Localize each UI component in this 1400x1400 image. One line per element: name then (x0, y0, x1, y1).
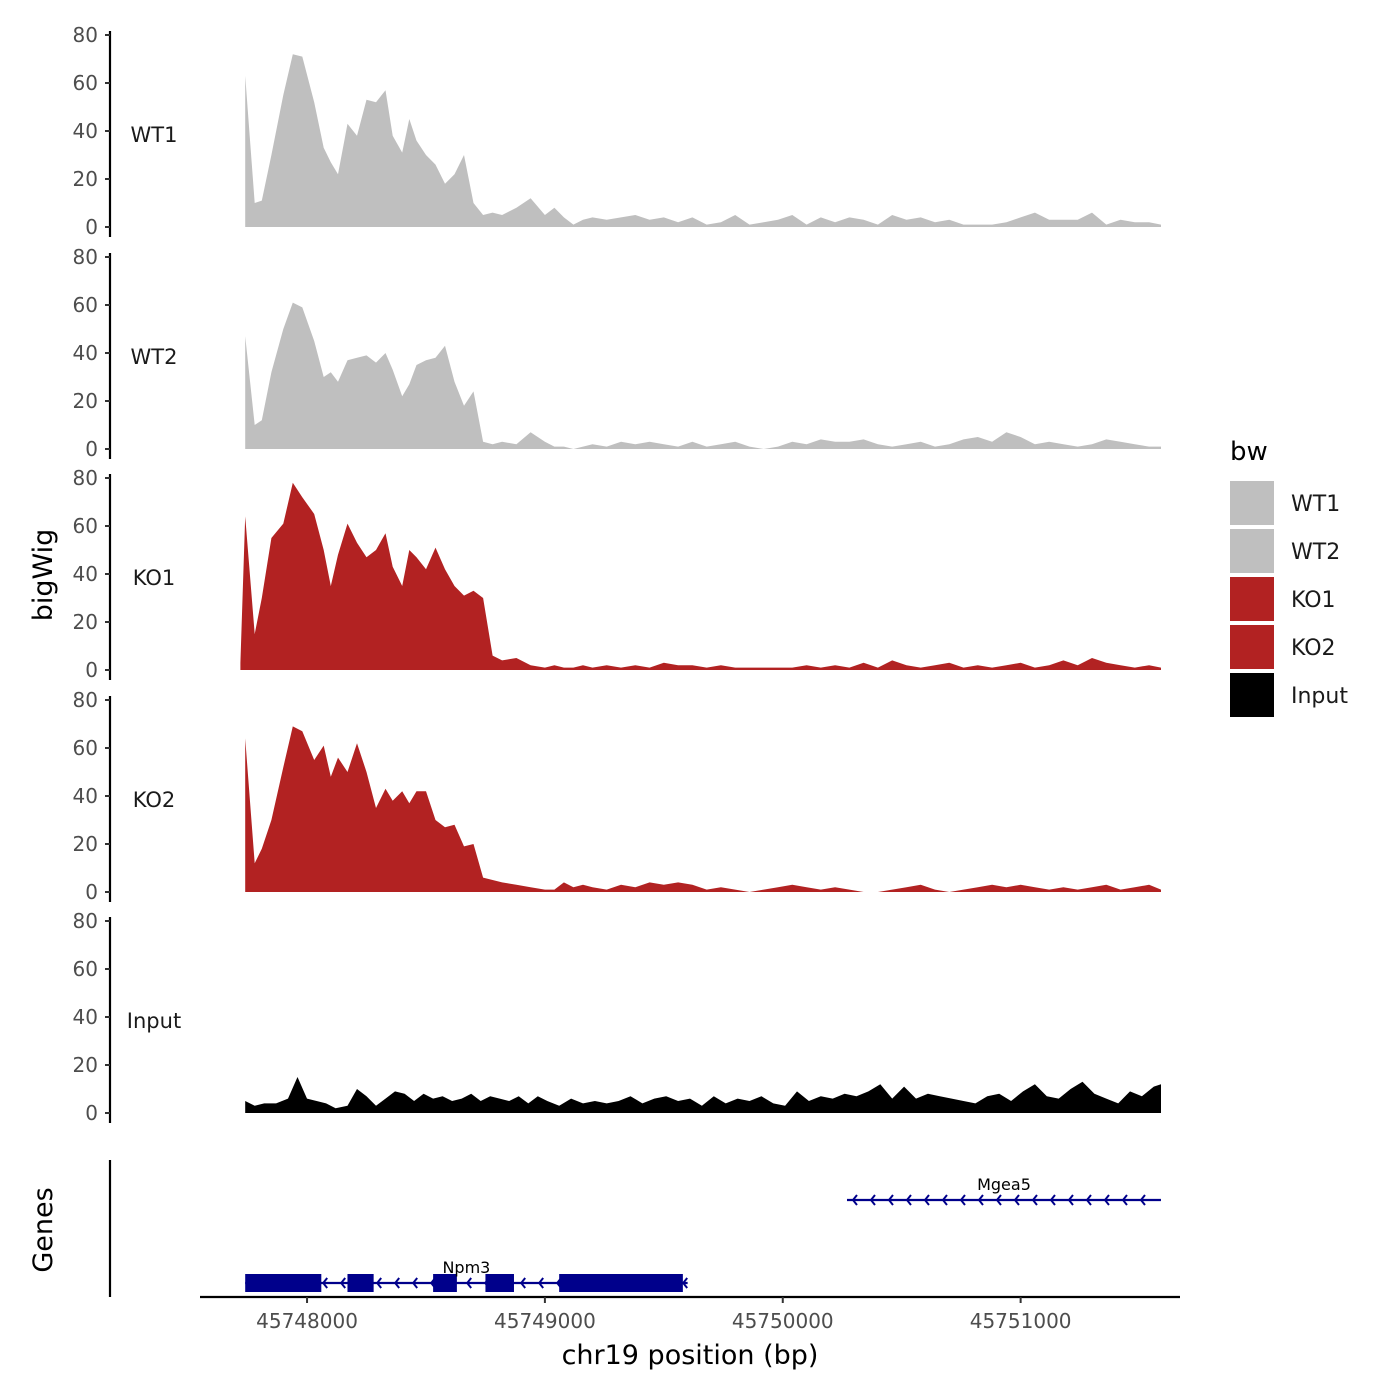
strand-arrow (1031, 1194, 1038, 1206)
legend-key-input (1228, 671, 1276, 719)
exon (485, 1274, 514, 1292)
track-label: KO2 (133, 788, 176, 812)
legend-label: WT1 (1291, 492, 1340, 517)
strand-arrow (519, 1277, 526, 1289)
y-tick-label: 0 (85, 215, 98, 239)
strand-arrow (959, 1194, 966, 1206)
y-tick-label: 0 (85, 880, 98, 904)
strand-arrow (681, 1277, 688, 1289)
y-tick-label: 60 (73, 957, 98, 981)
strand-arrow (977, 1194, 984, 1206)
legend: bw WT1 WT2 KO1 KO2 Input (1228, 437, 1348, 719)
y-tick-label: 0 (85, 1101, 98, 1125)
strand-arrow (393, 1277, 400, 1289)
x-axis-title: chr19 position (bp) (562, 1340, 819, 1371)
x-tick-label: 45748000 (256, 1309, 358, 1333)
legend-label: WT2 (1291, 540, 1340, 565)
x-axis: 45748000 45749000 45750000 45751000 (200, 1295, 1180, 1333)
y-tick-label: 0 (85, 658, 98, 682)
area-wt1 (245, 54, 1161, 228)
y-tick-label: 60 (73, 293, 98, 317)
y-axis-title: bigWig (28, 529, 59, 622)
gene-npm3: Npm3 (245, 1258, 688, 1292)
track-wt2: 0 20 40 60 80 WT2 (73, 245, 1161, 461)
legend-title: bw (1230, 437, 1268, 467)
strand-arrow (941, 1194, 948, 1206)
strand-arrow (905, 1194, 912, 1206)
exon (347, 1274, 374, 1292)
strand-arrow (1013, 1194, 1020, 1206)
strand-arrow (465, 1277, 472, 1289)
strand-arrow (375, 1277, 382, 1289)
legend-label: Input (1291, 684, 1348, 709)
coverage-tracks: 0 20 40 60 80 WT1 0 20 40 60 80 WT2 0 20 40 60 80 KO1 0 20 4… (73, 23, 1161, 1125)
legend-key-ko2 (1228, 623, 1276, 671)
y-tick-label: 40 (73, 119, 98, 143)
gene-label: Mgea5 (977, 1175, 1031, 1194)
legend-label: KO2 (1291, 636, 1336, 661)
y-tick-label: 60 (73, 514, 98, 538)
strand-arrow (995, 1194, 1002, 1206)
legend-label: KO1 (1291, 588, 1336, 613)
strand-arrow (321, 1277, 328, 1289)
area-ko2 (245, 726, 1161, 892)
legend-key-wt2 (1228, 527, 1276, 575)
y-tick-label: 40 (73, 341, 98, 365)
y-tick-label: 80 (73, 909, 98, 933)
track-label: WT1 (131, 123, 178, 147)
strand-arrow (869, 1194, 876, 1206)
legend-key-wt1 (1228, 479, 1276, 527)
area-ko1 (240, 482, 1161, 670)
strand-arrow (1139, 1194, 1146, 1206)
x-tick-label: 45749000 (494, 1309, 596, 1333)
y-tick-label: 80 (73, 23, 98, 47)
strand-arrow (1121, 1194, 1128, 1206)
y-tick-label: 60 (73, 736, 98, 760)
x-tick-label: 45750000 (732, 1309, 834, 1333)
track-label: Input (127, 1009, 181, 1033)
y-tick-label: 20 (73, 167, 98, 191)
strand-arrow (851, 1194, 858, 1206)
strand-arrow (887, 1194, 894, 1206)
strand-arrow (1049, 1194, 1056, 1206)
gene-label: Npm3 (442, 1258, 490, 1277)
gene-track: Mgea5 Npm3 (108, 1160, 1161, 1297)
strand-arrow (1067, 1194, 1074, 1206)
track-ko1: 0 20 40 60 80 KO1 (73, 466, 1161, 682)
y-tick-label: 20 (73, 832, 98, 856)
y-tick-label: 80 (73, 466, 98, 490)
strand-arrow (1085, 1194, 1092, 1206)
strand-arrow (411, 1277, 418, 1289)
genes-axis-title: Genes (28, 1187, 59, 1272)
track-input: 0 20 40 60 80 Input (73, 909, 1161, 1125)
track-wt1: 0 20 40 60 80 WT1 (73, 23, 1161, 239)
area-input (245, 1077, 1161, 1113)
y-tick-label: 40 (73, 1005, 98, 1029)
y-tick-label: 20 (73, 1053, 98, 1077)
y-tick-label: 20 (73, 610, 98, 634)
y-tick-label: 0 (85, 437, 98, 461)
strand-arrow (339, 1277, 346, 1289)
y-tick-label: 20 (73, 389, 98, 413)
gene-mgea5: Mgea5 (846, 1175, 1161, 1206)
track-label: WT2 (131, 345, 178, 369)
track-ko2: 0 20 40 60 80 KO2 (73, 688, 1161, 904)
legend-key-ko1 (1228, 575, 1276, 623)
exon (433, 1274, 457, 1292)
strand-arrow (1103, 1194, 1110, 1206)
x-tick-label: 45751000 (970, 1309, 1072, 1333)
y-tick-label: 60 (73, 71, 98, 95)
y-tick-label: 40 (73, 562, 98, 586)
exon (245, 1274, 322, 1292)
y-tick-label: 80 (73, 245, 98, 269)
area-wt2 (245, 302, 1161, 449)
strand-arrow (923, 1194, 930, 1206)
track-label: KO1 (133, 566, 176, 590)
exon (559, 1274, 683, 1292)
y-tick-label: 80 (73, 688, 98, 712)
y-tick-label: 40 (73, 784, 98, 808)
strand-arrow (537, 1277, 544, 1289)
